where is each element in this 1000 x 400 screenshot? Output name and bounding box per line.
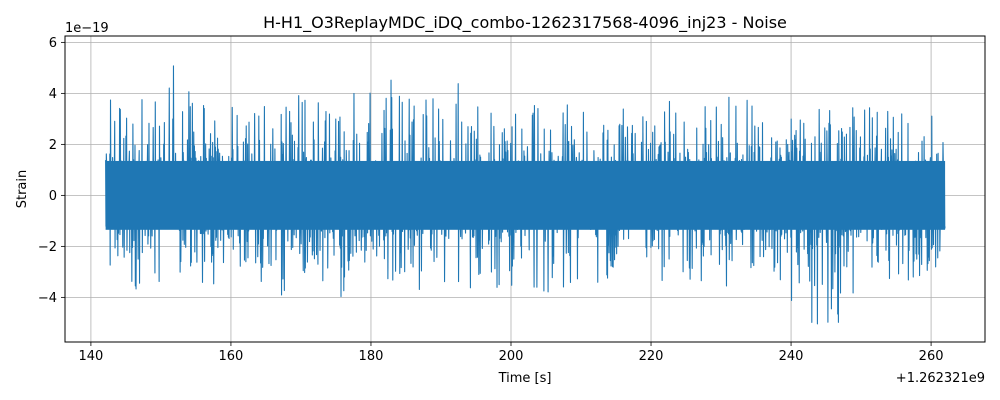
y-tick-label: 6 [49, 36, 57, 51]
strain-series-core-band [105, 160, 946, 230]
y-tick-label: −4 [38, 291, 57, 306]
y-exponent-label: 1e−19 [65, 21, 109, 36]
x-offset-label: +1.262321e9 [896, 371, 985, 386]
chart-title: H-H1_O3ReplayMDC_iDQ_combo-1262317568-40… [263, 13, 787, 33]
x-tick-label: 140 [78, 349, 103, 364]
x-tick-label: 180 [359, 349, 384, 364]
y-tick-label: −2 [38, 240, 57, 255]
x-tick-label: 240 [779, 349, 804, 364]
axes-frame [64, 35, 986, 343]
x-tick-label: 260 [919, 349, 944, 364]
plot-area [105, 65, 946, 325]
y-axis-label: Strain [15, 170, 30, 209]
x-tick-label: 200 [499, 349, 524, 364]
x-axis-label: Time [s] [498, 371, 552, 386]
x-tick-label: 160 [219, 349, 244, 364]
y-tick-label: 2 [49, 138, 57, 153]
axis-ticks: 140 160 180 200 220 240 260 −4 −2 0 2 4 6 [38, 36, 944, 364]
y-tick-label: 4 [49, 87, 57, 102]
x-tick-label: 220 [639, 349, 664, 364]
y-tick-label: 0 [49, 189, 57, 204]
